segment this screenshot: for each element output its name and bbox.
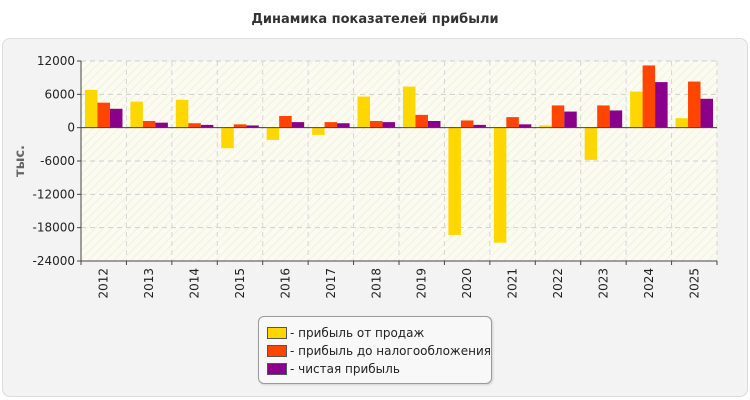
x-tick-label-2015: 2015 xyxy=(233,268,247,299)
bar-прибыль-до-налогообложения-2020 xyxy=(460,120,474,128)
x-tick-label-2020: 2020 xyxy=(460,268,474,299)
bar-прибыль-от-продаж-2025 xyxy=(675,118,689,128)
bar-прибыль-до-налогообложения-2012 xyxy=(97,102,110,128)
legend-swatch-net xyxy=(267,363,287,375)
bar-прибыль-от-продаж-2018 xyxy=(357,96,371,128)
bar-прибыль-до-налогообложения-2021 xyxy=(506,117,519,128)
x-tick-label-2014: 2014 xyxy=(188,268,202,299)
x-tick-label-2022: 2022 xyxy=(551,268,565,299)
bar-прибыль-от-продаж-2016 xyxy=(266,127,280,140)
bar-чистая-прибыль-2020 xyxy=(473,124,486,128)
bar-прибыль-от-продаж-2013 xyxy=(130,101,143,128)
bar-прибыль-от-продаж-2019 xyxy=(402,86,416,128)
axes xyxy=(77,60,718,265)
bar-прибыль-от-продаж-2017 xyxy=(312,127,325,135)
bar-прибыль-от-продаж-2021 xyxy=(493,127,507,243)
bar-чистая-прибыль-2021 xyxy=(518,124,532,128)
legend-label-net: - чистая прибыль xyxy=(290,362,400,376)
legend-swatch-pretax xyxy=(267,345,287,357)
legend-text-pretax: прибыль до налогообложения xyxy=(298,344,491,358)
x-tick-label-2017: 2017 xyxy=(324,268,338,299)
bar-чистая-прибыль-2013 xyxy=(155,122,168,128)
y-tick-label: 12000 xyxy=(37,54,75,68)
bar-прибыль-от-продаж-2012 xyxy=(84,89,98,128)
bar-прибыль-от-продаж-2024 xyxy=(630,91,643,128)
y-tick-labels: 12000 6000 0 -6000 -12000 -18000 -24000 xyxy=(32,54,75,268)
x-tick-label-2023: 2023 xyxy=(596,268,610,299)
bar-чистая-прибыль-2022 xyxy=(564,111,577,128)
bar-прибыль-до-налогообложения-2024 xyxy=(642,65,656,128)
chart-title: Динамика показателей прибыли xyxy=(251,12,499,27)
bar-прибыль-до-налогообложения-2014 xyxy=(188,123,201,128)
bar-прибыль-от-продаж-2015 xyxy=(221,127,234,149)
y-axis-label: тыс. xyxy=(13,145,28,177)
x-tick-label-2012: 2012 xyxy=(97,268,111,299)
y-tick-label: -24000 xyxy=(32,254,75,268)
bar-чистая-прибыль-2018 xyxy=(382,122,396,128)
x-tick-label-2024: 2024 xyxy=(642,268,656,299)
bar-прибыль-от-продаж-2022 xyxy=(539,125,552,128)
legend: - прибыль от продаж - прибыль до налогоо… xyxy=(258,316,492,384)
y-tick-label: -6000 xyxy=(40,154,75,168)
bar-прибыль-до-налогообложения-2025 xyxy=(688,81,701,128)
bar-прибыль-до-налогообложения-2019 xyxy=(415,114,428,128)
bar-прибыль-до-налогообложения-2015 xyxy=(233,124,247,128)
bar-прибыль-до-налогообложения-2013 xyxy=(142,121,156,128)
bar-прибыль-до-налогообложения-2018 xyxy=(370,121,383,128)
x-tick-label-2018: 2018 xyxy=(369,268,383,299)
bar-прибыль-до-налогообложения-2017 xyxy=(324,122,338,128)
y-tick-label: -12000 xyxy=(32,187,75,201)
bar-чистая-прибыль-2019 xyxy=(427,121,441,128)
bar-прибыль-от-продаж-2020 xyxy=(448,127,461,235)
bar-чистая-прибыль-2012 xyxy=(109,108,123,128)
legend-label-pretax: - прибыль до налогообложения xyxy=(290,344,491,358)
bar-чистая-прибыль-2025 xyxy=(700,98,714,128)
legend-text-sales: прибыль от продаж xyxy=(298,326,425,340)
legend-text-net: чистая прибыль xyxy=(298,362,400,376)
legend-item-net: - чистая прибыль xyxy=(267,361,400,377)
bar-прибыль-до-налогообложения-2023 xyxy=(597,105,610,128)
bar-прибыль-до-налогообложения-2016 xyxy=(279,116,292,128)
x-tick-label-2019: 2019 xyxy=(415,268,429,299)
x-tick-label-2025: 2025 xyxy=(687,268,701,299)
x-tick-label-2021: 2021 xyxy=(506,268,520,299)
bar-прибыль-до-налогообложения-2022 xyxy=(551,105,565,128)
legend-item-pretax: - прибыль до налогообложения xyxy=(267,343,491,359)
bar-чистая-прибыль-2024 xyxy=(655,82,668,128)
bar-чистая-прибыль-2015 xyxy=(246,125,259,128)
x-tick-label-2013: 2013 xyxy=(142,268,156,299)
y-tick-label: 0 xyxy=(67,121,75,135)
bar-прибыль-от-продаж-2023 xyxy=(584,127,598,160)
y-tick-label: -18000 xyxy=(32,221,75,235)
bar-чистая-прибыль-2014 xyxy=(200,124,214,128)
y-tick-label: 6000 xyxy=(44,87,75,101)
legend-swatch-sales xyxy=(267,327,287,339)
legend-label-sales: - прибыль от продаж xyxy=(290,326,425,340)
legend-item-sales: - прибыль от продаж xyxy=(267,325,424,341)
bar-прибыль-от-продаж-2014 xyxy=(175,99,189,128)
bar-чистая-прибыль-2016 xyxy=(291,122,305,128)
x-tick-label-2016: 2016 xyxy=(278,268,292,299)
bar-чистая-прибыль-2017 xyxy=(337,123,350,128)
x-tick-labels: 2012 2013 2014 2015 2016 2017 2018 2019 2020 2021… xyxy=(97,268,702,299)
bar-чистая-прибыль-2023 xyxy=(609,110,623,128)
bars-group xyxy=(84,65,714,243)
